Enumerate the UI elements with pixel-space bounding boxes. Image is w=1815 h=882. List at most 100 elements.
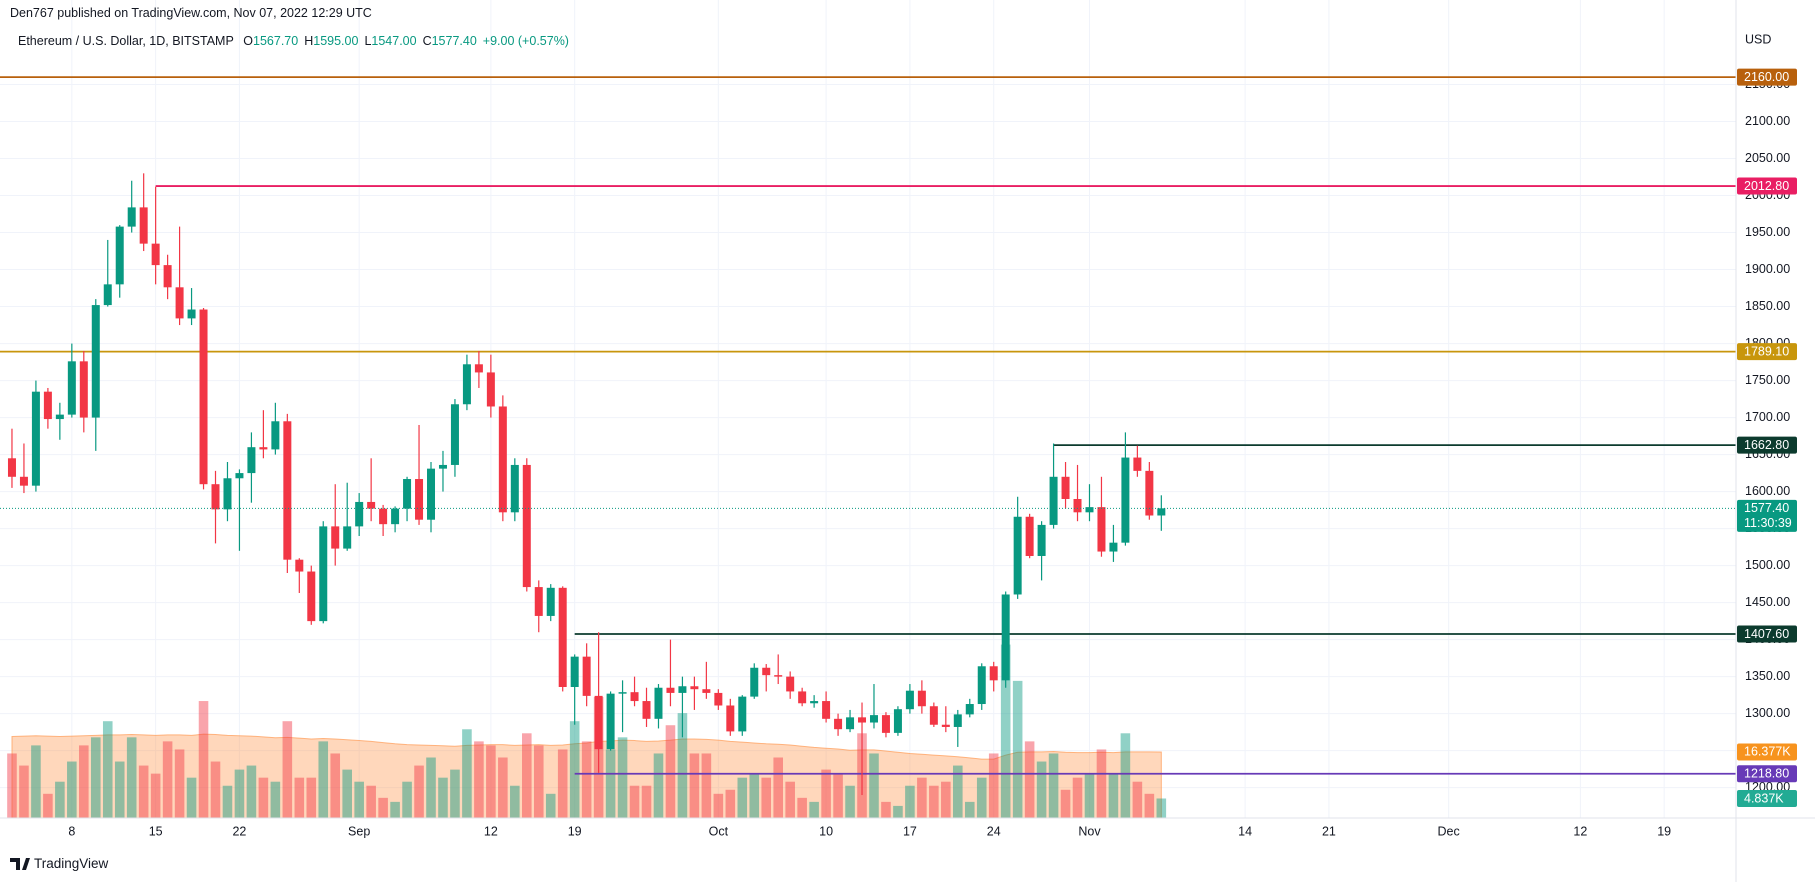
volume-bar — [162, 741, 173, 818]
y-tick-label: 1950.00 — [1745, 225, 1790, 239]
volume-ma-tag-bg — [1737, 743, 1797, 761]
y-tick-label: 1450.00 — [1745, 595, 1790, 609]
candle-body — [235, 473, 244, 479]
volume-bar — [1000, 644, 1011, 818]
volume-bar — [833, 773, 843, 818]
volume-bar — [450, 769, 460, 818]
volume-bar — [102, 721, 113, 818]
volume-bar — [510, 785, 520, 818]
candle-body — [702, 689, 711, 693]
level-tag-bg — [1737, 765, 1797, 783]
volume-bar — [893, 805, 903, 818]
volume-bar — [617, 737, 628, 818]
candle-body — [774, 675, 783, 677]
candle-body — [486, 372, 495, 407]
volume-bar — [953, 765, 963, 818]
candle-body — [738, 696, 747, 732]
volume-bar — [31, 745, 41, 818]
volume-bar — [845, 785, 855, 818]
candle-body — [594, 695, 603, 750]
volume-bar — [402, 781, 412, 818]
candle-body — [953, 714, 962, 727]
legend-value: 1547.00 — [371, 34, 417, 48]
candle-body — [965, 704, 974, 715]
legend-value: 1577.40 — [431, 34, 477, 48]
volume-bar — [761, 777, 772, 818]
candle-body — [977, 666, 986, 705]
candle-body — [1097, 507, 1106, 552]
x-tick-label: 21 — [1322, 824, 1336, 838]
volume-bar — [198, 701, 209, 818]
volume-bar — [318, 741, 329, 818]
volume-bar — [126, 737, 137, 818]
volume-bar — [498, 757, 508, 818]
candle-body — [427, 468, 436, 520]
x-tick-label: 8 — [68, 824, 75, 838]
candle-body — [858, 717, 867, 723]
volume-bar — [964, 801, 975, 818]
candle-body — [905, 690, 914, 710]
level-tag-bg — [1737, 177, 1797, 195]
candle-body — [103, 284, 112, 306]
volume-bar — [653, 753, 664, 818]
y-tick-label: 1750.00 — [1745, 373, 1790, 387]
volume-bar — [378, 797, 388, 818]
level-tag: 1789.10 — [1744, 344, 1789, 358]
volume-bar — [1144, 793, 1155, 818]
candle-body — [630, 692, 639, 702]
footer-logo — [10, 858, 30, 870]
candle-body — [295, 559, 304, 572]
candle-body — [810, 701, 819, 704]
volume-bar — [90, 737, 101, 818]
volume-bar — [354, 781, 364, 818]
volume-bar — [55, 781, 65, 818]
y-tick-label: 2050.00 — [1745, 151, 1790, 165]
volume-bar — [234, 769, 245, 818]
candle-body — [522, 464, 531, 588]
candle-body — [1157, 508, 1166, 516]
volume-bar — [366, 785, 376, 818]
candle-body — [331, 526, 340, 549]
level-tag-bg — [1737, 436, 1797, 454]
candle-body — [893, 709, 902, 733]
volume-bar — [773, 757, 783, 818]
candle-body — [654, 687, 663, 719]
candle-body — [941, 724, 950, 727]
legend-key: L — [364, 34, 372, 48]
x-tick-label: 19 — [568, 824, 582, 838]
y-tick-label: 1600.00 — [1745, 484, 1790, 498]
candle-body — [247, 447, 256, 474]
candle-body — [151, 243, 160, 266]
candle-body — [678, 686, 687, 693]
volume-bar — [1036, 761, 1047, 818]
logo-mark — [10, 858, 30, 870]
volume-bar — [737, 777, 748, 818]
volume-bar — [342, 769, 352, 818]
legend-value: 1567.70 — [253, 34, 299, 48]
x-tick-label: Dec — [1438, 824, 1460, 838]
volume-bar — [1108, 773, 1119, 818]
candle-body — [714, 692, 723, 706]
tags-layer: 2160.00 2012.80 1789.10 1662.80 1407.60 1218.… — [1737, 68, 1797, 807]
publisher-line: Den767 published on TradingView.com, Nov… — [10, 6, 372, 20]
volume-bar — [569, 721, 580, 818]
legend-key: H — [304, 34, 314, 48]
volume-bar — [486, 745, 496, 818]
candle-body — [606, 693, 615, 750]
candle-body — [19, 476, 28, 486]
price-unit: USD — [1745, 32, 1771, 46]
symbol-title: Ethereum / U.S. Dollar, 1D, BITSTAMP — [18, 34, 234, 48]
legend-value: 1595.00 — [313, 34, 359, 48]
volume-bar — [665, 725, 676, 818]
candle-body — [1061, 476, 1070, 499]
volume-bar — [545, 793, 556, 818]
candle-body — [462, 364, 471, 405]
volume-bar — [138, 765, 149, 818]
level-tag: 1218.80 — [1744, 767, 1789, 781]
volume-bar — [79, 745, 89, 818]
candle-body — [355, 501, 364, 527]
volume-bar — [150, 773, 161, 818]
candle-body — [666, 687, 675, 693]
